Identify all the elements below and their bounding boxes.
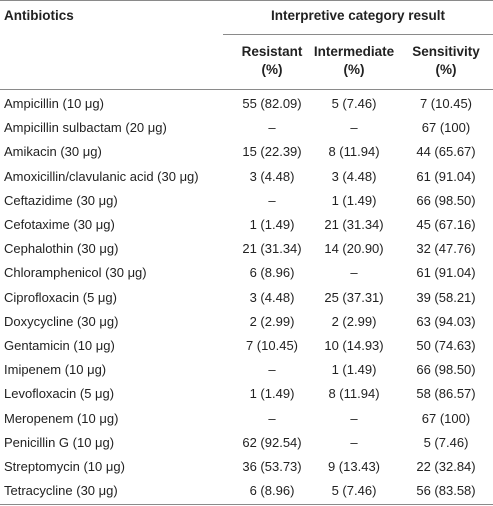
sensitivity-value: 67 (100)	[421, 410, 471, 426]
antibiotic-name: Ceftazidime (30 μg)	[4, 192, 118, 208]
header-sensitivity: Sensitivity	[412, 44, 480, 59]
sensitivity-value: 66 (98.50)	[416, 362, 476, 378]
intermediate-value: –	[350, 265, 358, 281]
table-row: Ampicillin (10 μg) 55 (82.09) 5 (7.46) 7 (1…	[0, 92, 493, 116]
sensitivity-value: 67 (100)	[421, 120, 471, 136]
intermediate-value: 8 (11.94)	[328, 386, 380, 402]
intermediate-value: 5 (7.46)	[331, 96, 377, 111]
intermediate-value: 1 (1.49)	[331, 362, 377, 378]
resistant-value: 7 (10.45)	[245, 338, 299, 353]
antibiotic-name: Streptomycin (10 μg)	[4, 459, 125, 474]
antibiotic-name: Ciprofloxacin (5 μg)	[4, 289, 117, 305]
table-row: Meropenem (10 μg) – – 67 (100)	[0, 407, 493, 431]
resistant-value: 6 (8.96)	[249, 265, 295, 281]
group-underline	[223, 34, 493, 35]
intermediate-value: –	[350, 434, 358, 450]
intermediate-value: 2 (2.99)	[331, 313, 377, 329]
table-row: Levofloxacin (5 μg) 1 (1.49) 8 (11.94) 58 (…	[0, 382, 493, 406]
sensitivity-value: 50 (74.63)	[416, 338, 476, 353]
sensitivity-value: 22 (32.84)	[416, 459, 476, 474]
intermediate-value: 1 (1.49)	[331, 192, 377, 208]
sensitivity-value: 58 (86.57)	[416, 386, 476, 402]
intermediate-value: –	[350, 410, 358, 426]
sensitivity-value: 63 (94.03)	[416, 313, 476, 329]
resistant-value: 1 (1.49)	[249, 217, 295, 232]
resistant-value: 15 (22.39)	[242, 144, 302, 160]
header-resistant-unit: (%)	[261, 62, 283, 77]
intermediate-value: 14 (20.90)	[324, 241, 384, 257]
resistant-value: 1 (1.49)	[249, 386, 295, 402]
antibiotic-name: Gentamicin (10 μg)	[4, 338, 115, 353]
table-row: Doxycycline (30 μg) 2 (2.99) 2 (2.99) 63 (9…	[0, 310, 493, 334]
antibiotic-name: Imipenem (10 μg)	[4, 362, 107, 378]
resistant-value: –	[268, 120, 276, 136]
antibiotic-name: Penicillin G (10 μg)	[4, 434, 115, 450]
intermediate-value: 21 (31.34)	[324, 217, 384, 232]
header-rule	[0, 89, 493, 90]
sensitivity-value: 61 (91.04)	[416, 168, 476, 184]
resistant-value: –	[268, 362, 276, 378]
intermediate-value: 10 (14.93)	[324, 338, 384, 353]
sensitivity-value: 66 (98.50)	[416, 192, 476, 208]
sensitivity-value: 7 (10.45)	[419, 96, 473, 111]
header-group-title: Interpretive category result	[270, 8, 446, 23]
sensitivity-value: 61 (91.04)	[416, 265, 476, 281]
table-row: Imipenem (10 μg) – 1 (1.49) 66 (98.50)	[0, 358, 493, 382]
bottom-rule	[0, 504, 493, 505]
antibiotic-name: Doxycycline (30 μg)	[4, 313, 119, 329]
intermediate-value: 5 (7.46)	[331, 483, 377, 499]
antibiotic-name: Levofloxacin (5 μg)	[4, 386, 115, 402]
antibiotic-name: Meropenem (10 μg)	[4, 410, 119, 426]
intermediate-value: –	[350, 120, 358, 136]
table-row: Chloramphenicol (30 μg) 6 (8.96) – 61 (91.0…	[0, 261, 493, 285]
table-row: Cephalothin (30 μg) 21 (31.34) 14 (20.90) 3…	[0, 237, 493, 261]
resistant-value: 62 (92.54)	[242, 434, 302, 450]
table-row: Gentamicin (10 μg) 7 (10.45) 10 (14.93) 50 …	[0, 334, 493, 358]
sensitivity-value: 32 (47.76)	[416, 241, 476, 257]
header-intermediate: Intermediate	[313, 44, 395, 59]
table-row: Amikacin (30 μg) 15 (22.39) 8 (11.94) 44 (6…	[0, 140, 493, 164]
antibiotic-name: Amikacin (30 μg)	[4, 144, 102, 160]
resistant-value: –	[268, 410, 276, 426]
antibiotic-name: Cephalothin (30 μg)	[4, 241, 119, 257]
table-row: Amoxicillin/clavulanic acid (30 μg) 3 (4.…	[0, 165, 493, 189]
antibiotic-name: Tetracycline (30 μg)	[4, 483, 118, 499]
antibiotic-name: Cefotaxime (30 μg)	[4, 217, 115, 232]
resistant-value: 2 (2.99)	[249, 313, 295, 329]
antibiotic-name: Ampicillin sulbactam (20 μg)	[4, 120, 167, 136]
resistant-value: 21 (31.34)	[242, 241, 302, 257]
resistant-value: –	[268, 192, 276, 208]
sensitivity-value: 44 (65.67)	[416, 144, 476, 160]
antibiotic-name: Ampicillin (10 μg)	[4, 96, 104, 111]
table-row: Cefotaxime (30 μg) 1 (1.49) 21 (31.34) 45 (…	[0, 213, 493, 237]
header-antibiotics: Antibiotics	[4, 8, 74, 23]
intermediate-value: 25 (37.31)	[324, 289, 384, 305]
resistant-value: 3 (4.48)	[249, 168, 295, 184]
table-row: Penicillin G (10 μg) 62 (92.54) – 5 (7.46)	[0, 431, 493, 455]
header-sensitivity-unit: (%)	[435, 62, 457, 77]
table-row: Streptomycin (10 μg) 36 (53.73) 9 (13.43) 2…	[0, 455, 493, 479]
table-row: Tetracycline (30 μg) 6 (8.96) 5 (7.46) 56 (…	[0, 479, 493, 503]
intermediate-value: 9 (13.43)	[327, 459, 381, 474]
sensitivity-value: 45 (67.16)	[416, 217, 476, 232]
sensitivity-value: 5 (7.46)	[423, 434, 469, 450]
antibiotic-name: Amoxicillin/clavulanic acid (30 μg)	[4, 168, 199, 184]
table-row: Ciprofloxacin (5 μg) 3 (4.48) 25 (37.31) 39…	[0, 286, 493, 310]
top-rule	[0, 0, 493, 1]
resistant-value: 3 (4.48)	[249, 289, 295, 305]
intermediate-value: 3 (4.48)	[331, 168, 377, 184]
resistant-value: 6 (8.96)	[249, 483, 295, 499]
table-row: Ceftazidime (30 μg) – 1 (1.49) 66 (98.50)	[0, 189, 493, 213]
sensitivity-value: 56 (83.58)	[416, 483, 476, 499]
resistant-value: 36 (53.73)	[242, 459, 302, 474]
table-row: Ampicillin sulbactam (20 μg) – – 67 (100)	[0, 116, 493, 140]
header-intermediate-unit: (%)	[343, 62, 365, 77]
antibiotic-name: Chloramphenicol (30 μg)	[4, 265, 147, 281]
intermediate-value: 8 (11.94)	[328, 144, 380, 160]
sensitivity-value: 39 (58.21)	[416, 289, 476, 305]
resistant-value: 55 (82.09)	[242, 96, 302, 111]
header-resistant: Resistant	[241, 44, 303, 59]
